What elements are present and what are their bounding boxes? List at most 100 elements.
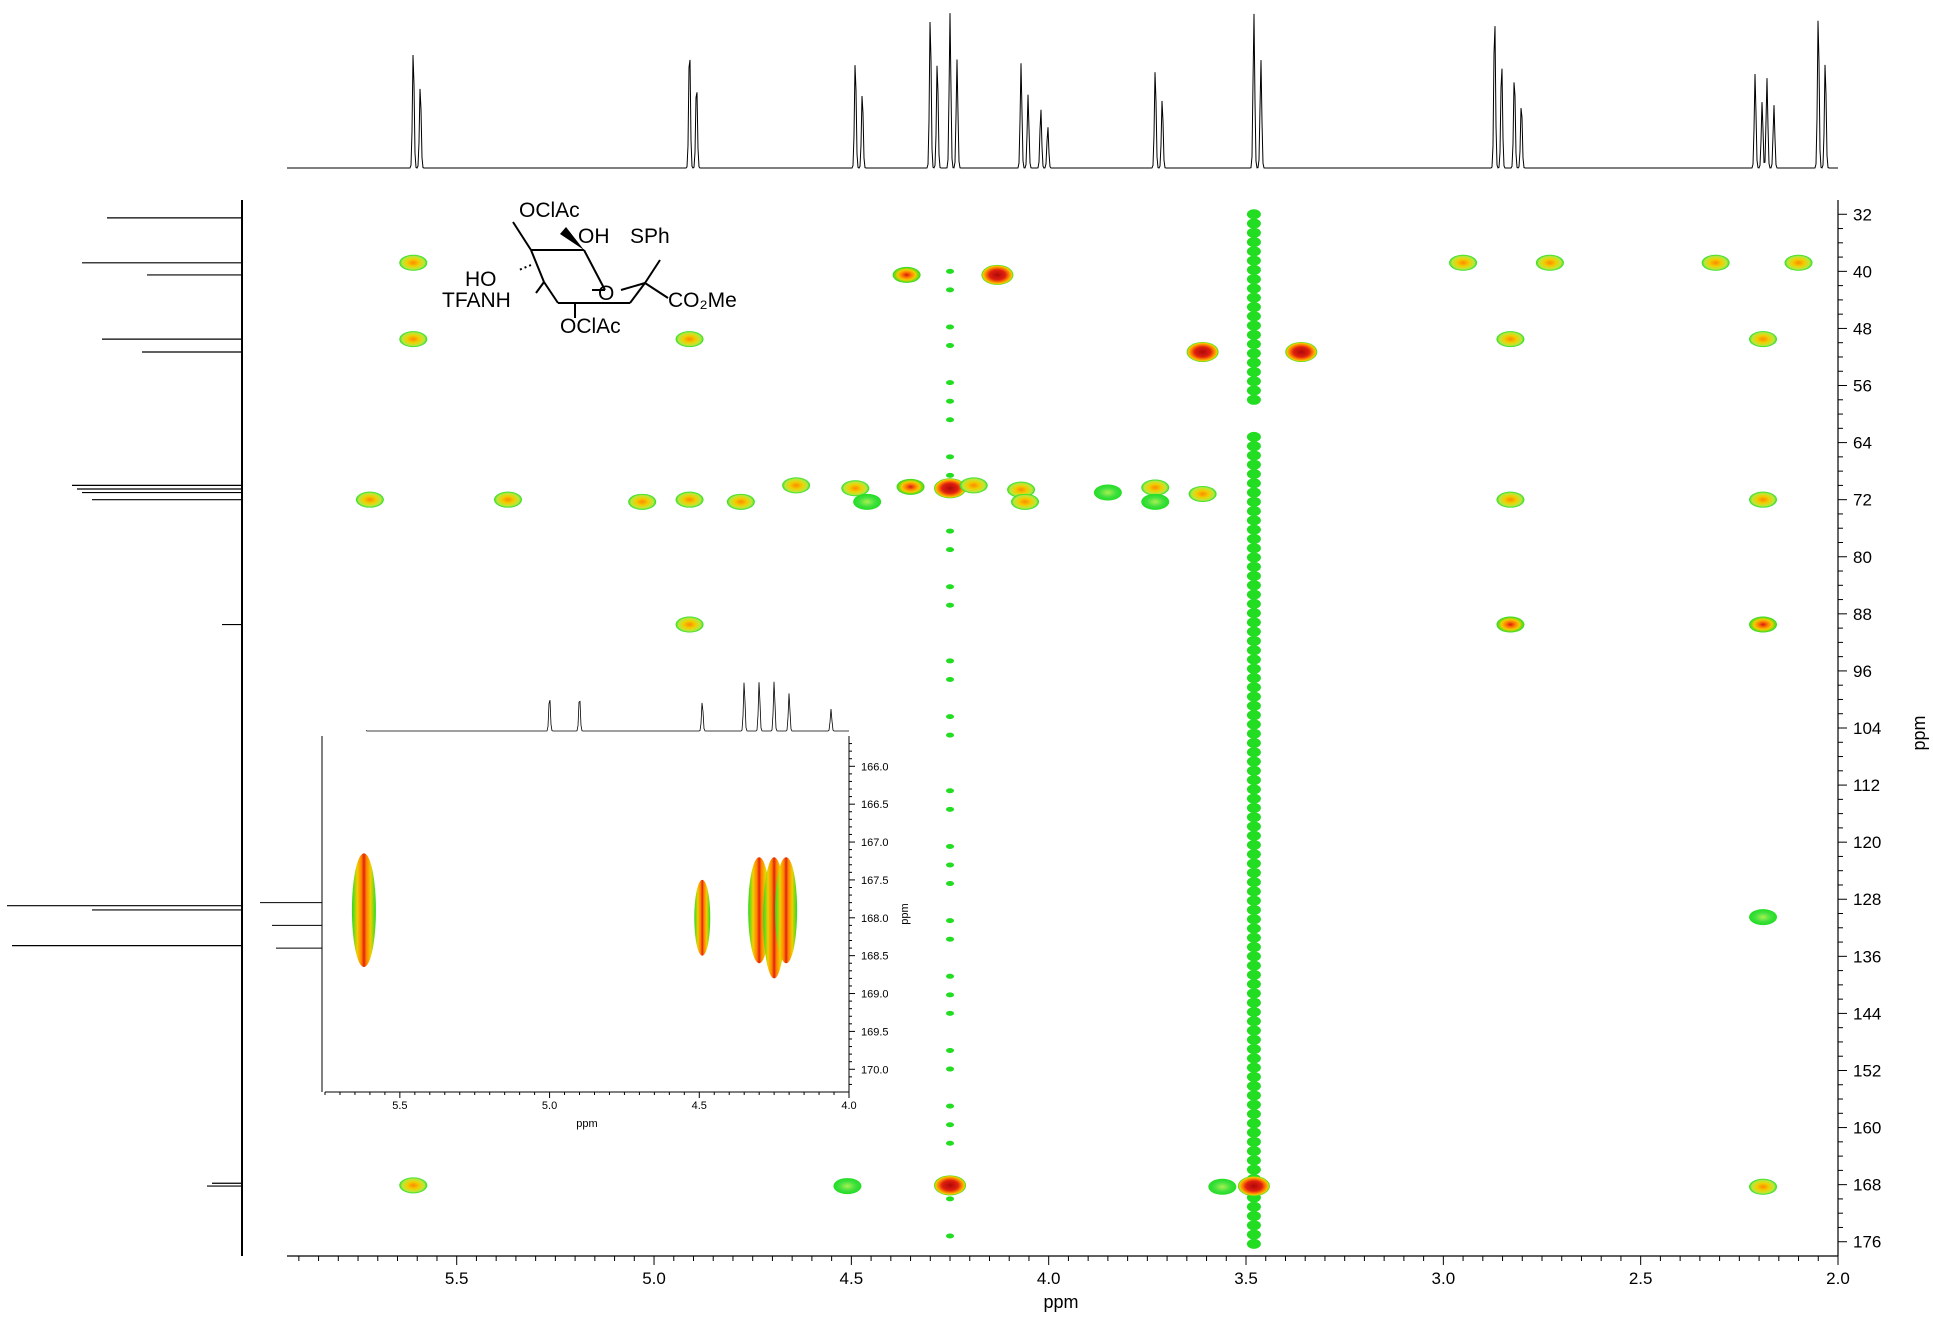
noise-dot: [1246, 1155, 1261, 1166]
y-axis-title: ppm: [1909, 715, 1929, 750]
noise-dot: [1246, 775, 1261, 786]
cross-peak: [675, 331, 704, 348]
noise-dot: [1246, 821, 1261, 832]
noise-dot: [946, 992, 955, 998]
inset-y-ticks: 166.0 166.5 167.0 167.5 168.0 168.5 169.0 169.5…: [849, 743, 889, 1085]
noise-dot: [946, 398, 955, 404]
inset-carbon-projection: [260, 736, 323, 1092]
noise-dot: [1246, 719, 1261, 730]
noise-dot: [1246, 292, 1261, 303]
y-tick-label: 80: [1853, 548, 1872, 567]
y-tick-label: 136: [1853, 947, 1881, 966]
x-tick-label: 5.5: [445, 1269, 469, 1288]
noise-dot: [1246, 728, 1261, 739]
noise-dot: [1246, 515, 1261, 526]
cross-peak: [959, 477, 988, 494]
noise-dot: [946, 547, 955, 553]
noise-dot: [1246, 793, 1261, 804]
noise-dot: [1246, 1090, 1261, 1101]
structure-atom-label: HO: [465, 268, 497, 291]
noise-dot: [946, 936, 955, 942]
noise-dot: [946, 1010, 955, 1016]
noise-dot: [1246, 914, 1261, 925]
noise-dot: [1246, 951, 1261, 962]
noise-dot: [1246, 784, 1261, 795]
y-tick-label: 96: [1853, 662, 1872, 681]
noise-dot: [1246, 431, 1261, 442]
noise-dot: [1246, 561, 1261, 572]
noise-dot: [946, 1103, 955, 1109]
cross-peak: [1496, 331, 1525, 348]
noise-dot: [1246, 571, 1261, 582]
inset-x-tick-label: 4.5: [692, 1100, 707, 1112]
noise-dot: [1246, 1164, 1261, 1175]
noise-dot: [1246, 227, 1261, 238]
y-tick-label: 72: [1853, 491, 1872, 510]
inset-x-ticks: 5.5 5.0 4.5 4.0: [324, 1092, 857, 1112]
noise-dot: [1246, 441, 1261, 452]
noise-dot: [946, 918, 955, 924]
structure-labels: OClAc OH SPh HO O CO₂Me TFANH OClAc: [442, 199, 737, 338]
noise-dot: [1246, 756, 1261, 767]
y-tick-label: 176: [1853, 1233, 1881, 1252]
y-tick-label: 32: [1853, 205, 1872, 224]
noise-dot: [1246, 459, 1261, 470]
y-axis-ticks: 32 40 48 56 64 72 80 88 96 104 112 120 128 136 144 152 1…: [1838, 205, 1881, 1252]
noise-dot: [1246, 904, 1261, 915]
cross-peak: [628, 493, 657, 510]
chemical-structure: [512, 221, 669, 318]
inset-y-tick-label: 169.0: [861, 989, 889, 1001]
noise-dot: [1246, 840, 1261, 851]
bond-line: [629, 282, 646, 304]
noise-dot: [1246, 654, 1261, 665]
noise-dot: [1246, 765, 1261, 776]
noise-dot: [1246, 960, 1261, 971]
noise-dot: [1246, 663, 1261, 674]
noise-dot: [1246, 209, 1261, 220]
noise-dot: [1246, 589, 1261, 600]
bond-line: [543, 281, 559, 304]
inset-x-tick-label: 5.0: [542, 1100, 557, 1112]
cross-peak: [399, 331, 428, 348]
noise-dot: [1246, 673, 1261, 684]
carbon-projection-trace: [7, 200, 243, 1256]
noise-dot: [1246, 366, 1261, 377]
x-tick-label: 2.5: [1629, 1269, 1653, 1288]
noise-dot: [1246, 812, 1261, 823]
bond-line: [620, 282, 646, 291]
noise-dot: [946, 1066, 955, 1072]
cross-peak: [1285, 341, 1318, 362]
noise-dot: [1246, 635, 1261, 646]
structure-atom-label: O: [598, 282, 614, 305]
noise-dot: [1246, 339, 1261, 350]
noise-dot: [946, 732, 955, 738]
noise-dot: [1246, 802, 1261, 813]
noise-dot: [1246, 320, 1261, 331]
cross-peak: [1749, 331, 1778, 348]
noise-dot: [1246, 329, 1261, 340]
noise-dot: [1246, 1034, 1261, 1045]
noise-dot: [1246, 737, 1261, 748]
noise-dot: [946, 528, 955, 534]
noise-dot: [1246, 849, 1261, 860]
y-tick-label: 152: [1853, 1061, 1881, 1080]
cross-peak: [355, 491, 384, 508]
noise-dot: [1246, 867, 1261, 878]
hashed-bond: [518, 264, 532, 271]
y-tick-label: 40: [1853, 262, 1872, 281]
noise-dot: [1246, 747, 1261, 758]
noise-dot: [946, 862, 955, 868]
cross-peak: [841, 480, 870, 497]
noise-dot: [1246, 830, 1261, 841]
inset-x-tick-label: 5.5: [392, 1100, 407, 1112]
inset-x-axis-title: ppm: [576, 1118, 597, 1130]
y-tick-label: 56: [1853, 377, 1872, 396]
noise-dot: [1246, 895, 1261, 906]
noise-dot: [1246, 1006, 1261, 1017]
noise-dot: [1246, 1201, 1261, 1212]
inset-y-tick-label: 167.0: [861, 837, 889, 849]
cross-peak: [399, 1177, 428, 1194]
noise-dot: [946, 1233, 955, 1239]
noise-dot: [1246, 487, 1261, 498]
cross-peak: [1749, 616, 1778, 633]
